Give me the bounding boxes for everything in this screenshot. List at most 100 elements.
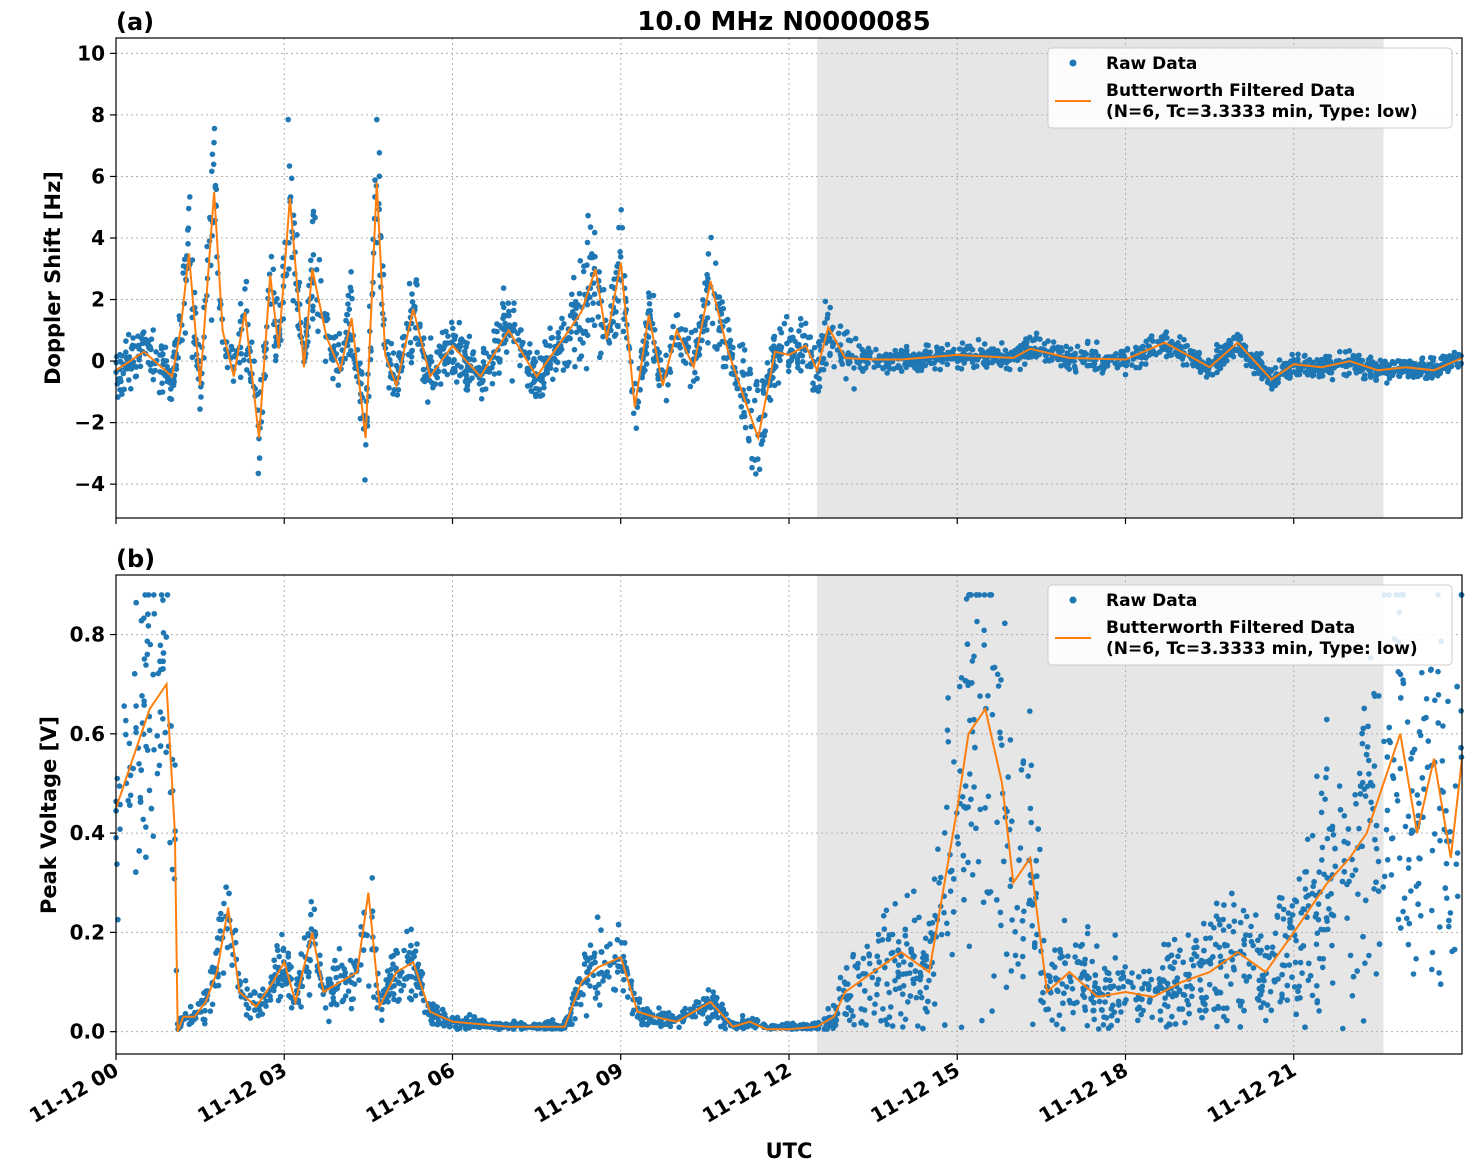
raw-data-point bbox=[1185, 1001, 1192, 1008]
raw-data-point bbox=[490, 360, 496, 367]
raw-data-point bbox=[997, 735, 1004, 741]
raw-data-point bbox=[1355, 891, 1361, 897]
raw-data-point bbox=[600, 333, 606, 340]
raw-data-point bbox=[506, 322, 513, 329]
raw-data-point bbox=[310, 303, 316, 310]
raw-data-point bbox=[144, 638, 151, 644]
raw-data-point bbox=[687, 383, 694, 390]
raw-data-point bbox=[1274, 914, 1281, 920]
raw-data-point bbox=[1017, 366, 1023, 373]
raw-data-point bbox=[1318, 790, 1325, 797]
raw-data-point bbox=[944, 361, 951, 368]
raw-data-point bbox=[595, 314, 601, 320]
raw-data-point bbox=[139, 693, 145, 699]
raw-data-point bbox=[1207, 935, 1214, 941]
raw-data-point bbox=[1094, 339, 1100, 346]
raw-data-point bbox=[1312, 914, 1319, 920]
raw-data-point bbox=[435, 1018, 442, 1024]
raw-data-point bbox=[583, 365, 590, 372]
raw-data-point bbox=[932, 912, 938, 919]
raw-data-point bbox=[1322, 796, 1328, 802]
raw-data-point bbox=[1029, 923, 1035, 929]
raw-data-point bbox=[1224, 1005, 1230, 1011]
raw-data-point bbox=[1281, 372, 1288, 378]
raw-data-point bbox=[1198, 962, 1204, 969]
raw-data-point bbox=[1214, 369, 1220, 376]
raw-data-point bbox=[1180, 991, 1187, 998]
raw-data-point bbox=[580, 330, 587, 336]
y-tick-label: 10 bbox=[77, 41, 105, 65]
raw-data-point bbox=[874, 953, 881, 960]
raw-data-point bbox=[1078, 975, 1084, 981]
raw-data-point bbox=[1223, 973, 1230, 979]
raw-data-point bbox=[931, 1001, 938, 1007]
raw-data-point bbox=[1436, 970, 1442, 976]
raw-data-point bbox=[851, 365, 857, 371]
raw-data-point bbox=[585, 212, 591, 219]
raw-data-point bbox=[1164, 956, 1171, 962]
raw-data-point bbox=[956, 683, 963, 690]
raw-data-point bbox=[584, 262, 590, 268]
raw-data-point bbox=[1292, 959, 1299, 966]
raw-data-point bbox=[1436, 805, 1443, 812]
raw-data-point bbox=[1340, 1025, 1346, 1032]
raw-data-point bbox=[1405, 813, 1412, 820]
raw-data-point bbox=[683, 360, 689, 366]
raw-data-point bbox=[1009, 818, 1015, 824]
raw-data-point bbox=[756, 416, 762, 423]
raw-data-point bbox=[288, 1005, 295, 1011]
raw-data-point bbox=[154, 770, 161, 777]
raw-data-point bbox=[479, 387, 486, 393]
raw-data-point bbox=[1072, 942, 1079, 948]
raw-data-point bbox=[600, 978, 606, 984]
raw-data-point bbox=[458, 338, 464, 344]
raw-data-point bbox=[1074, 959, 1081, 966]
raw-data-point bbox=[326, 1018, 332, 1025]
panel-b-label: (b) bbox=[116, 545, 155, 573]
raw-data-point bbox=[343, 979, 349, 986]
raw-data-point bbox=[977, 806, 983, 813]
raw-data-point bbox=[587, 224, 594, 230]
raw-data-point bbox=[1061, 917, 1068, 924]
raw-data-point bbox=[581, 961, 588, 967]
raw-data-point bbox=[1066, 997, 1073, 1004]
raw-data-point bbox=[1198, 987, 1204, 993]
raw-data-point bbox=[591, 291, 598, 298]
raw-data-point bbox=[1297, 959, 1304, 966]
raw-data-point bbox=[811, 344, 818, 351]
raw-data-point bbox=[1316, 1008, 1322, 1014]
raw-data-point bbox=[775, 380, 782, 386]
raw-data-point bbox=[1084, 930, 1091, 937]
raw-data-point bbox=[997, 909, 1004, 916]
raw-data-point bbox=[224, 926, 231, 932]
raw-data-point bbox=[1344, 915, 1350, 921]
raw-data-point bbox=[1415, 880, 1422, 887]
raw-data-point bbox=[232, 939, 239, 946]
raw-data-point bbox=[837, 323, 844, 330]
raw-data-point bbox=[1447, 910, 1454, 916]
raw-data-point bbox=[1416, 729, 1423, 735]
raw-data-point bbox=[816, 342, 823, 349]
raw-data-point bbox=[1089, 348, 1095, 355]
raw-data-point bbox=[1445, 698, 1451, 705]
raw-data-point bbox=[1314, 998, 1321, 1004]
raw-data-point bbox=[209, 968, 215, 975]
raw-data-point bbox=[393, 362, 400, 369]
raw-data-point bbox=[276, 953, 283, 960]
raw-data-point bbox=[985, 693, 991, 699]
raw-data-point bbox=[260, 986, 266, 992]
raw-data-point bbox=[129, 342, 136, 349]
raw-data-point bbox=[146, 787, 153, 794]
raw-data-point bbox=[1328, 891, 1334, 897]
raw-data-point bbox=[997, 729, 1003, 736]
raw-data-point bbox=[244, 986, 250, 992]
raw-data-point bbox=[798, 322, 805, 328]
raw-data-point bbox=[1115, 985, 1122, 991]
raw-data-point bbox=[160, 630, 167, 636]
raw-data-point bbox=[1082, 1007, 1089, 1013]
raw-data-point bbox=[935, 846, 941, 852]
raw-data-point bbox=[1375, 858, 1382, 865]
raw-data-point bbox=[620, 988, 627, 994]
raw-data-point bbox=[1033, 857, 1039, 864]
